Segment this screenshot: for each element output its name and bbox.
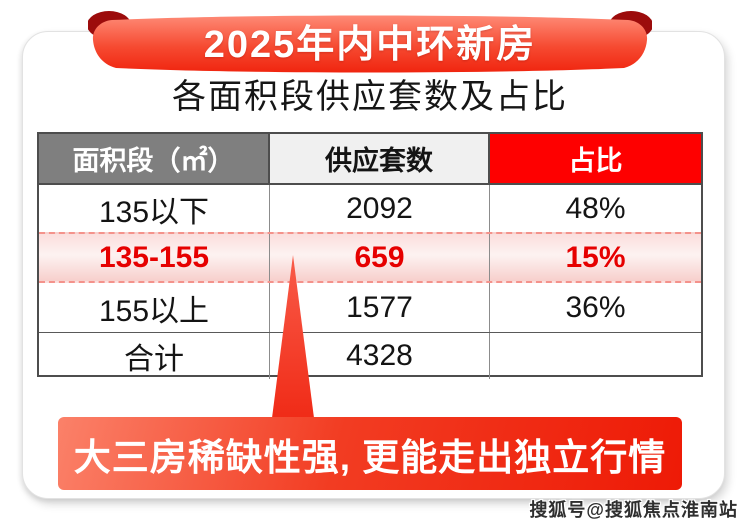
header-cell-area: 面积段（㎡） bbox=[39, 134, 270, 183]
table-header-row: 面积段（㎡） 供应套数 占比 bbox=[39, 134, 701, 185]
callout-text: 大三房稀缺性强, 更能走出独立行情 bbox=[73, 436, 667, 478]
table-row-highlighted: 135-155 659 15% bbox=[39, 232, 701, 283]
header-cell-share: 占比 bbox=[490, 134, 701, 183]
area-cell: 135以下 bbox=[39, 185, 270, 232]
share-cell: 48% bbox=[565, 191, 626, 225]
supply-table: 面积段（㎡） 供应套数 占比 135以下 2092 48% 135-155 65… bbox=[37, 132, 703, 379]
share-cell: 36% bbox=[565, 290, 626, 324]
area-cell: 155以上 bbox=[39, 283, 270, 332]
share-cell bbox=[490, 333, 701, 379]
supply-cell: 4328 bbox=[270, 333, 490, 379]
page-title: 2025年内中环新房 bbox=[203, 24, 537, 66]
area-cell: 135-155 bbox=[39, 234, 270, 281]
area-cell: 合计 bbox=[39, 333, 270, 379]
table-row: 135以下 2092 48% bbox=[39, 185, 701, 232]
table-row: 155以上 1577 36% bbox=[39, 283, 701, 332]
subtitle: 各面积段供应套数及占比 bbox=[172, 78, 568, 116]
supply-cell: 659 bbox=[270, 234, 490, 281]
header-cell-supply: 供应套数 bbox=[270, 134, 490, 183]
title-ribbon bbox=[88, 11, 652, 73]
table-row-total: 合计 4328 bbox=[39, 332, 701, 379]
callout-banner: 大三房稀缺性强, 更能走出独立行情 bbox=[58, 417, 682, 490]
watermark: 搜狐号@搜狐焦点淮南站 bbox=[529, 500, 738, 520]
supply-cell: 1577 bbox=[270, 283, 490, 332]
share-cell: 15% bbox=[565, 240, 626, 274]
supply-cell: 2092 bbox=[270, 185, 490, 232]
ribbon-body bbox=[92, 15, 648, 73]
